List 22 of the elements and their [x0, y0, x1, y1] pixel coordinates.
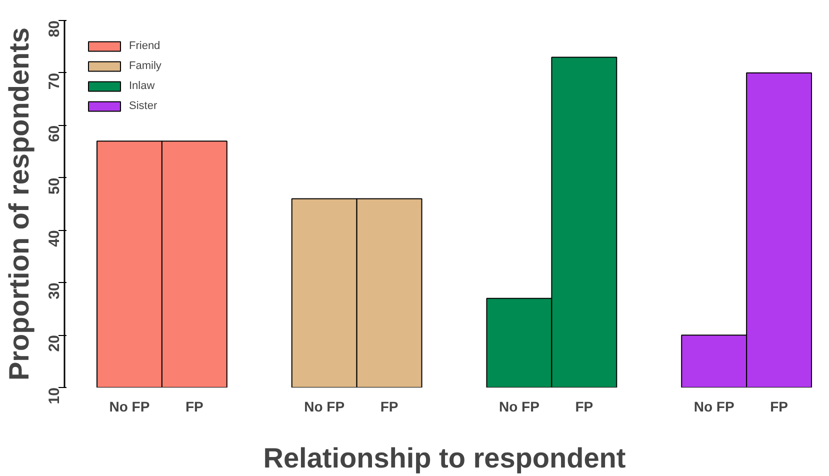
- legend-label: Inlaw: [129, 80, 155, 92]
- x-axis-title: Relationship to respondent: [263, 442, 626, 474]
- x-tick-label: FP: [185, 398, 204, 414]
- y-tick-label: 60: [46, 125, 63, 142]
- y-tick-label: 20: [46, 335, 63, 352]
- x-tick-label: No FP: [109, 398, 150, 414]
- y-tick-label: 40: [46, 230, 63, 247]
- y-tick-label: 30: [46, 282, 63, 300]
- y-tick-label: 10: [46, 387, 63, 404]
- x-tick-label: No FP: [304, 398, 345, 414]
- legend-label: Family: [129, 60, 162, 72]
- legend-label: Sister: [129, 100, 158, 112]
- y-tick-label: 70: [46, 72, 63, 90]
- x-tick-label: FP: [575, 398, 594, 414]
- legend-label: Friend: [129, 40, 160, 52]
- x-tick-label: No FP: [694, 398, 734, 414]
- x-tick-label: FP: [770, 398, 788, 414]
- y-axis-title: Proportion of respondents: [4, 27, 34, 381]
- x-tick-label: FP: [380, 398, 398, 414]
- y-tick-label: 50: [46, 178, 63, 194]
- x-tick-label: No FP: [498, 398, 540, 414]
- y-tick-label: 80: [46, 20, 63, 38]
